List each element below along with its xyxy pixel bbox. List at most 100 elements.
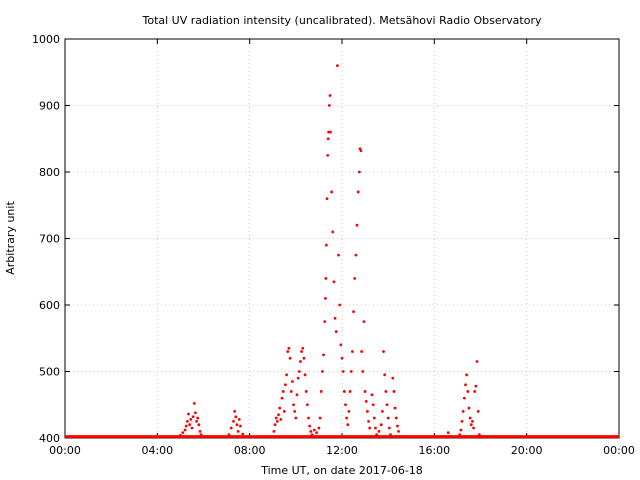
data-point [347, 410, 351, 413]
data-point [187, 412, 190, 416]
data-point [469, 423, 473, 427]
data-point [300, 350, 304, 353]
data-point [341, 370, 345, 373]
data-point [330, 190, 334, 194]
data-point [385, 403, 389, 407]
data-point [340, 356, 344, 360]
data-point [344, 403, 347, 407]
data-point [345, 416, 349, 420]
data-point [324, 243, 328, 247]
data-point [465, 373, 469, 377]
data-point [307, 416, 310, 420]
data-point [391, 376, 395, 380]
data-point [294, 416, 298, 420]
x-axis-label: Time UT, on date 2017-06-18 [260, 464, 423, 477]
data-point [233, 410, 237, 413]
data-point [354, 253, 358, 257]
data-points [179, 64, 481, 437]
data-point [387, 426, 391, 430]
data-point [361, 370, 365, 373]
data-point [275, 419, 279, 423]
data-point [322, 353, 325, 357]
data-point [302, 356, 306, 360]
data-point [349, 370, 353, 373]
data-point [357, 170, 361, 174]
data-point [290, 380, 294, 383]
data-point [337, 253, 340, 257]
data-point [386, 416, 390, 420]
data-point [364, 400, 368, 403]
data-point [305, 403, 309, 407]
data-point [350, 350, 354, 353]
data-point [461, 410, 465, 413]
data-point [320, 370, 324, 373]
data-point [379, 423, 383, 427]
data-point [191, 415, 195, 419]
data-point [296, 376, 300, 380]
data-point [287, 346, 291, 350]
data-point [188, 423, 192, 427]
data-point [282, 410, 286, 413]
data-point [236, 429, 240, 433]
data-point [319, 390, 323, 393]
data-point [273, 423, 277, 427]
data-point [303, 373, 307, 377]
y-tick-label: 700 [39, 233, 60, 246]
data-point [318, 416, 322, 420]
data-point [467, 406, 471, 410]
data-point [468, 416, 472, 420]
data-point [293, 410, 297, 413]
data-point [363, 390, 367, 393]
data-point [365, 410, 369, 413]
x-tick-label: 16:00 [418, 444, 450, 457]
data-point [367, 419, 370, 423]
data-point [237, 417, 241, 421]
data-point [323, 320, 327, 324]
data-point [342, 390, 346, 393]
data-point [286, 350, 290, 353]
data-point [295, 393, 299, 397]
y-tick-label: 600 [39, 299, 60, 312]
data-point [325, 197, 329, 201]
data-point [277, 413, 280, 417]
data-point [370, 393, 374, 397]
y-tick-label: 500 [39, 366, 60, 379]
data-point [229, 426, 233, 430]
data-point [323, 296, 327, 300]
data-point [359, 149, 363, 153]
data-point [334, 330, 338, 333]
x-tick-label: 20:00 [511, 444, 543, 457]
data-point [315, 431, 319, 435]
data-point [460, 419, 464, 423]
data-point [285, 373, 288, 377]
data-point [324, 277, 328, 280]
data-point [374, 426, 377, 430]
data-point [355, 223, 359, 227]
data-point [362, 320, 366, 324]
data-point [304, 390, 308, 393]
data-point [333, 316, 337, 320]
y-tick-label: 1000 [32, 33, 60, 46]
data-point [475, 360, 479, 363]
y-tick-label: 800 [39, 166, 60, 179]
data-point [281, 390, 285, 393]
data-point [181, 431, 185, 435]
data-point [179, 433, 182, 437]
data-point [332, 280, 336, 284]
data-point [280, 396, 284, 400]
data-point [335, 64, 339, 67]
x-tick-label: 04:00 [141, 444, 173, 457]
data-point [274, 416, 278, 420]
data-point [309, 429, 313, 433]
data-point [184, 424, 188, 428]
data-point [352, 310, 355, 314]
data-point [241, 432, 245, 436]
data-point [472, 426, 475, 430]
data-point [292, 403, 295, 407]
data-point [383, 373, 387, 377]
data-point [393, 406, 397, 410]
data-point [289, 390, 293, 393]
data-point [235, 423, 239, 427]
x-tick-label: 12:00 [326, 444, 358, 457]
